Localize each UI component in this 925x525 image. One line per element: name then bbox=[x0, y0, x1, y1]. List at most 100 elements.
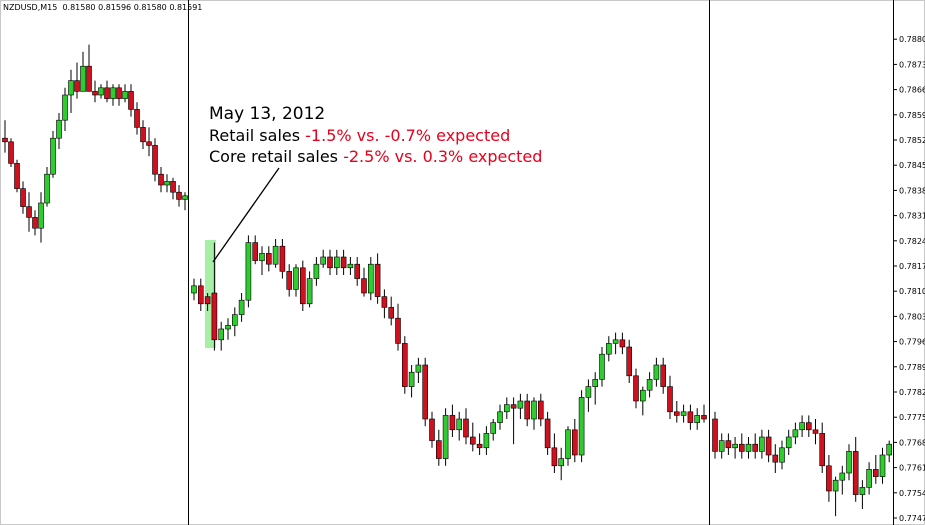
candle-body-bull bbox=[646, 379, 653, 391]
candle bbox=[859, 480, 866, 509]
price-tick-label: 0.78455 bbox=[899, 161, 925, 170]
candle-body-bull bbox=[653, 364, 660, 380]
candle-body-bear bbox=[551, 447, 558, 467]
candle bbox=[265, 246, 272, 272]
candle-body-bear bbox=[510, 404, 517, 409]
candle-body-bear bbox=[170, 181, 176, 193]
candle-body-bear bbox=[476, 443, 483, 449]
candle-body-bull bbox=[718, 440, 725, 452]
price-tick-label: 0.78735 bbox=[899, 60, 925, 69]
candle-body-bear bbox=[265, 253, 272, 265]
candle bbox=[503, 397, 510, 419]
candle bbox=[140, 120, 146, 149]
candle bbox=[846, 444, 852, 481]
candle-body-bull bbox=[846, 451, 852, 474]
candle-body-bear bbox=[872, 469, 879, 477]
candle bbox=[333, 249, 340, 275]
annotation-pointer bbox=[212, 167, 280, 263]
candle-body-bear bbox=[673, 411, 680, 416]
candle-body-bear bbox=[340, 256, 347, 269]
candle-body-bull bbox=[56, 119, 62, 139]
price-tick-label: 0.78385 bbox=[899, 186, 925, 195]
candle-body-bull bbox=[886, 443, 893, 456]
candle bbox=[712, 411, 718, 459]
symbol-header: NZDUSD,M15 0.81580 0.81596 0.81580 0.815… bbox=[3, 3, 202, 12]
candle-body-bear bbox=[279, 245, 286, 272]
candle-body-bear bbox=[140, 127, 146, 143]
candle-body-bear bbox=[14, 163, 20, 189]
candle bbox=[56, 113, 62, 149]
candle-body-bull bbox=[272, 245, 279, 265]
candle-body-bear bbox=[134, 109, 140, 128]
candle-body-bull bbox=[612, 339, 619, 344]
candle bbox=[779, 440, 785, 470]
candle-body-bull bbox=[347, 263, 354, 269]
candle-body-bull bbox=[694, 415, 701, 423]
candle bbox=[286, 264, 293, 297]
candle-body-bear bbox=[401, 343, 408, 387]
candle bbox=[381, 289, 388, 319]
candle-body-bear bbox=[544, 418, 551, 449]
candle-body-bear bbox=[176, 191, 182, 200]
price-tick-label: 0.78105 bbox=[899, 287, 925, 296]
candle bbox=[772, 444, 779, 473]
candle-body-bull bbox=[599, 353, 605, 380]
candle bbox=[558, 447, 565, 481]
candle bbox=[164, 174, 170, 193]
candle-body-bull bbox=[232, 314, 238, 326]
candle bbox=[812, 419, 819, 445]
candle-body-bull bbox=[245, 242, 252, 301]
candle-body-bull bbox=[839, 472, 846, 481]
candle bbox=[367, 257, 374, 301]
candle bbox=[80, 51, 86, 92]
candle-body-bear bbox=[725, 440, 732, 449]
candle bbox=[585, 379, 592, 412]
candle-body-bear bbox=[422, 364, 429, 420]
candle bbox=[866, 462, 872, 495]
candle bbox=[879, 447, 886, 484]
candle bbox=[38, 192, 44, 243]
candle-body-bear bbox=[524, 400, 531, 420]
candle-body-bear bbox=[2, 137, 8, 143]
candle bbox=[259, 246, 265, 275]
annotation-retail-sales: Retail sales -1.5% vs. -0.7% expected bbox=[209, 125, 542, 146]
candle bbox=[104, 80, 110, 103]
candle bbox=[191, 278, 197, 301]
candle-body-bear bbox=[374, 263, 381, 297]
candle-body-bull bbox=[578, 397, 585, 456]
candle bbox=[293, 264, 299, 297]
candle bbox=[680, 404, 687, 423]
candle bbox=[225, 318, 231, 340]
candle-body-bear bbox=[571, 429, 578, 456]
ohlc-quotes: 0.81580 0.81596 0.81580 0.81591 bbox=[62, 3, 203, 12]
candle-body-bull bbox=[483, 433, 490, 449]
candle bbox=[158, 167, 164, 193]
candle bbox=[50, 131, 56, 178]
candle bbox=[476, 433, 483, 455]
candle-body-bear bbox=[211, 292, 218, 341]
candle-body-bull bbox=[38, 202, 44, 229]
price-tick-label: 0.77685 bbox=[899, 438, 925, 447]
candle-body-bull bbox=[320, 256, 327, 265]
candle bbox=[340, 249, 347, 275]
event-highlight bbox=[205, 240, 216, 348]
candle bbox=[20, 181, 26, 214]
candle bbox=[687, 404, 694, 430]
core-retail-sales-label: Core retail sales bbox=[209, 147, 344, 166]
candle-body-bear bbox=[86, 65, 92, 92]
candle-body-bull bbox=[558, 458, 565, 467]
candle bbox=[170, 177, 176, 200]
candle bbox=[517, 393, 524, 419]
candle-body-bear bbox=[152, 145, 158, 175]
candle-body-bear bbox=[752, 443, 759, 452]
candle bbox=[245, 235, 252, 308]
candle-body-bull bbox=[98, 87, 104, 96]
candle bbox=[98, 84, 104, 99]
candles-group bbox=[2, 44, 893, 517]
candle bbox=[626, 339, 633, 383]
candle bbox=[785, 429, 792, 455]
candle bbox=[238, 293, 245, 322]
candle bbox=[152, 138, 158, 182]
candle-body-bear bbox=[765, 436, 772, 456]
